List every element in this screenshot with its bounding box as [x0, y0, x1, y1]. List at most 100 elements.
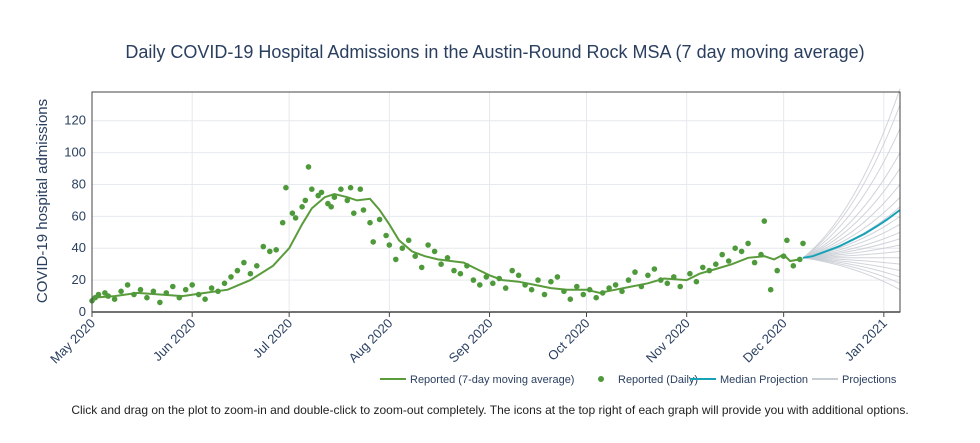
legend-label: Reported (7-day moving average)	[410, 374, 574, 386]
projection-line	[802, 168, 901, 259]
daily-point	[418, 264, 425, 271]
chart[interactable]: Daily COVID-19 Hospital Admissions in th…	[0, 0, 980, 400]
daily-point	[612, 282, 619, 288]
daily-point	[593, 294, 599, 301]
daily-point	[289, 210, 296, 216]
daily-point	[118, 288, 124, 295]
daily-point	[713, 261, 719, 268]
daily-point	[221, 280, 228, 287]
y-tick-label: 80	[72, 176, 86, 191]
y-axis-label: COVID-19 hospital admissions	[34, 99, 51, 303]
daily-point	[176, 294, 183, 301]
daily-point	[157, 299, 163, 306]
daily-point	[412, 253, 419, 259]
daily-point	[208, 285, 215, 291]
daily-point	[780, 253, 787, 259]
daily-point	[370, 239, 377, 245]
daily-point	[761, 218, 768, 224]
daily-point	[302, 197, 309, 204]
legend-swatch	[598, 376, 604, 382]
daily-point	[357, 186, 364, 192]
daily-point	[457, 270, 464, 277]
daily-point	[105, 293, 111, 299]
projection-line	[802, 152, 901, 259]
projection-line	[802, 184, 901, 259]
plot-frame	[91, 91, 901, 313]
x-tick-label: Jan 2021	[842, 316, 890, 364]
daily-point	[651, 266, 658, 272]
daily-point	[131, 291, 137, 298]
daily-point	[522, 282, 528, 288]
y-tick-label: 100	[64, 145, 86, 160]
daily-point	[253, 263, 260, 269]
daily-point	[163, 290, 170, 296]
daily-point	[328, 204, 335, 210]
daily-point	[241, 259, 247, 266]
daily-point	[664, 280, 671, 287]
daily-point	[393, 256, 399, 263]
daily-point	[658, 277, 664, 283]
daily-point	[758, 251, 764, 258]
y-tick-label: 120	[64, 113, 86, 128]
daily-point	[732, 245, 738, 251]
daily-point	[309, 186, 315, 192]
daily-point	[273, 247, 280, 253]
daily-point	[535, 277, 541, 283]
legend-item[interactable]: Median Projection	[690, 374, 808, 386]
daily-point	[451, 267, 457, 274]
y-tick-label: 40	[72, 240, 86, 255]
daily-point	[645, 272, 651, 279]
daily-point	[318, 189, 325, 196]
legend-label: Projections	[842, 374, 897, 386]
daily-point	[554, 274, 561, 280]
daily-point	[580, 291, 587, 298]
footnote: Click and drag on the plot to zoom-in an…	[71, 403, 909, 417]
legend-item[interactable]: Projections	[812, 374, 897, 386]
daily-point	[202, 296, 208, 303]
x-tick-label: Nov 2020	[643, 316, 693, 366]
daily-point	[279, 219, 286, 226]
median-projection-group	[802, 209, 901, 259]
projection-line	[803, 257, 901, 265]
daily-point	[260, 243, 267, 250]
daily-point	[790, 263, 797, 269]
chart-title: Daily COVID-19 Hospital Admissions in th…	[125, 42, 864, 62]
y-tick-label: 0	[79, 304, 86, 319]
daily-point	[738, 248, 745, 255]
daily-point	[751, 259, 758, 266]
grid	[91, 92, 900, 313]
legend-item[interactable]: Reported (7-day moving average)	[380, 374, 574, 386]
daily-point	[247, 270, 254, 277]
legend[interactable]: Reported (7-day moving average) Reported …	[380, 374, 897, 386]
legend-label: Reported (Daily)	[618, 374, 698, 386]
daily-point	[561, 288, 567, 295]
projection-line	[802, 104, 901, 259]
daily-point	[234, 267, 241, 274]
projection-line	[802, 88, 901, 259]
daily-point	[490, 280, 496, 287]
daily-point	[619, 288, 625, 295]
daily-point	[574, 283, 580, 290]
x-tick-label: Aug 2020	[345, 316, 395, 366]
daily-point	[215, 288, 221, 295]
x-tick-label: May 2020	[47, 316, 98, 367]
daily-point	[548, 278, 554, 285]
daily-point	[182, 286, 189, 293]
daily-point	[283, 184, 289, 191]
x-tick-label: Sep 2020	[446, 316, 496, 366]
legend-item[interactable]: Reported (Daily)	[598, 374, 698, 386]
median-projection-line	[802, 209, 901, 259]
daily-point	[299, 204, 305, 210]
daily-points-group	[89, 164, 806, 306]
daily-point	[677, 283, 683, 290]
daily-point	[95, 291, 102, 298]
daily-point	[228, 274, 234, 280]
daily-point	[189, 282, 195, 288]
x-tick-label: Dec 2020	[740, 316, 790, 366]
daily-point	[137, 286, 144, 293]
y-axis: 0 20 40 60 80 100 120	[64, 113, 86, 319]
daily-point	[376, 216, 383, 223]
daily-point	[687, 270, 693, 277]
daily-point	[606, 285, 612, 291]
daily-point	[719, 251, 725, 258]
